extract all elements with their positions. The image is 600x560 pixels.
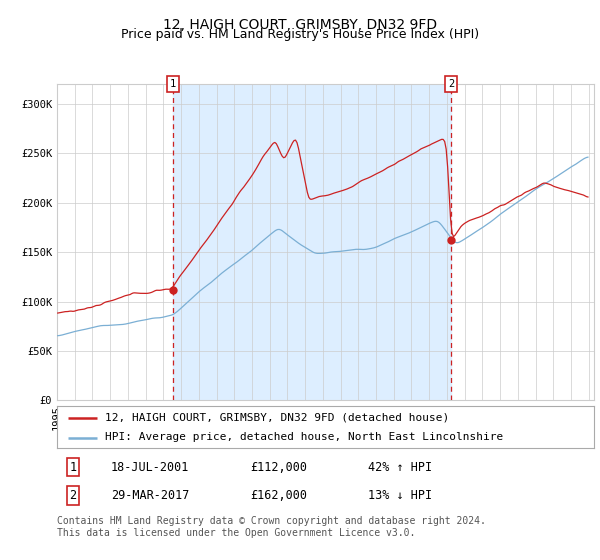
Text: Price paid vs. HM Land Registry's House Price Index (HPI): Price paid vs. HM Land Registry's House … (121, 28, 479, 41)
Text: 12, HAIGH COURT, GRIMSBY, DN32 9FD (detached house): 12, HAIGH COURT, GRIMSBY, DN32 9FD (deta… (106, 413, 449, 423)
Text: Contains HM Land Registry data © Crown copyright and database right 2024.
This d: Contains HM Land Registry data © Crown c… (57, 516, 486, 538)
Text: HPI: Average price, detached house, North East Lincolnshire: HPI: Average price, detached house, Nort… (106, 432, 503, 442)
Text: 29-MAR-2017: 29-MAR-2017 (111, 489, 189, 502)
Text: £162,000: £162,000 (250, 489, 307, 502)
Text: 1: 1 (70, 460, 77, 474)
Text: 13% ↓ HPI: 13% ↓ HPI (368, 489, 433, 502)
Text: 42% ↑ HPI: 42% ↑ HPI (368, 460, 433, 474)
Text: 2: 2 (70, 489, 77, 502)
Bar (173, 84, 451, 400)
Text: 12, HAIGH COURT, GRIMSBY, DN32 9FD: 12, HAIGH COURT, GRIMSBY, DN32 9FD (163, 18, 437, 32)
Text: 1: 1 (170, 79, 176, 89)
Text: 2: 2 (448, 79, 454, 89)
Text: £112,000: £112,000 (250, 460, 307, 474)
Text: 18-JUL-2001: 18-JUL-2001 (111, 460, 189, 474)
